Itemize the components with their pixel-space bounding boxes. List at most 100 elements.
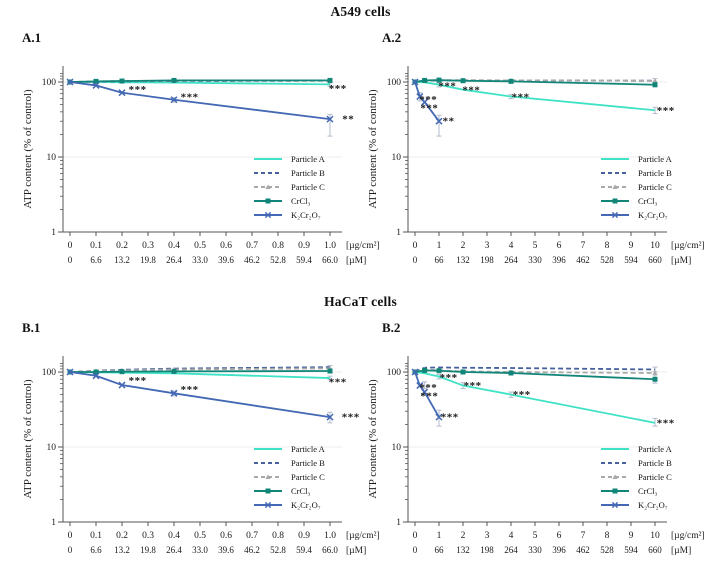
svg-text:[µg/cm²]: [µg/cm²]	[346, 241, 380, 251]
svg-text:6.6: 6.6	[90, 255, 102, 265]
legend-item: Particle A	[600, 152, 672, 166]
svg-text:[µg/cm²]: [µg/cm²]	[346, 531, 380, 541]
svg-text:198: 198	[480, 545, 494, 555]
svg-text:26.4: 26.4	[166, 545, 182, 555]
legend-a2: Particle A Particle B Particle C CrCl₃ K₂Cr₂…	[600, 152, 672, 222]
svg-text:**: **	[443, 116, 455, 128]
legend-item: Particle B	[600, 166, 672, 180]
svg-text:33.0: 33.0	[192, 255, 208, 265]
svg-text:46.2: 46.2	[244, 255, 260, 265]
svg-text:100: 100	[42, 78, 57, 88]
svg-text:1: 1	[437, 241, 442, 251]
legend-b1: Particle A Particle B Particle C CrCl₃ K₂Cr₂…	[253, 442, 325, 512]
svg-text:***: ***	[420, 103, 438, 115]
legend-item: Particle C	[600, 470, 672, 484]
chart-b1-plot: 1 10 100 0 0 0.1 6.6 0.2 13.2 0.3 19.8 0.4 26.4 0.5 33…	[22, 356, 380, 556]
svg-text:1.0: 1.0	[324, 531, 336, 541]
svg-text:7: 7	[581, 531, 586, 541]
svg-text:8: 8	[605, 531, 610, 541]
chart-panel-b2: B.2 1 10 100 0 0 1 66 2 132 3 198 4 264 5 330 6 396 7 462 8…	[360, 290, 720, 579]
legend-item: K₂Cr₂O₇	[600, 498, 672, 512]
legend-line-sample	[254, 501, 282, 509]
legend-item: K₂Cr₂O₇	[253, 208, 325, 222]
svg-text:0.1: 0.1	[90, 241, 102, 251]
svg-text:660: 660	[648, 255, 662, 265]
svg-text:0.9: 0.9	[298, 241, 310, 251]
svg-text:6.6: 6.6	[90, 545, 102, 555]
panel-label-a1: A.1	[22, 30, 42, 45]
svg-text:528: 528	[600, 255, 614, 265]
legend-line-sample	[601, 184, 629, 189]
svg-text:0: 0	[68, 241, 73, 251]
svg-text:0.1: 0.1	[90, 531, 102, 541]
legend-line-sample	[254, 474, 282, 479]
svg-text:396: 396	[552, 255, 566, 265]
panel-label-b2: B.2	[382, 320, 401, 335]
legend-line-sample	[254, 211, 282, 219]
legend-label: Particle A	[638, 444, 672, 454]
svg-text:0.6: 0.6	[220, 531, 232, 541]
legend-label: Particle C	[638, 472, 672, 482]
svg-text:1: 1	[51, 518, 56, 528]
svg-text:2: 2	[461, 241, 466, 251]
svg-text:66: 66	[435, 545, 445, 555]
svg-text:330: 330	[528, 255, 542, 265]
legend-label: Particle A	[638, 154, 672, 164]
svg-text:0.6: 0.6	[220, 241, 232, 251]
legend-line-sample	[601, 158, 629, 160]
svg-text:***: ***	[419, 94, 437, 106]
svg-text:[µM]: [µM]	[346, 256, 366, 266]
svg-text:0.5: 0.5	[194, 241, 206, 251]
svg-text:462: 462	[576, 545, 590, 555]
figure-title-a549: A549 cells	[330, 4, 391, 19]
legend-label: Particle C	[638, 182, 672, 192]
svg-text:0.4: 0.4	[168, 531, 180, 541]
svg-text:***: ***	[129, 375, 147, 387]
svg-text:10: 10	[650, 241, 660, 251]
svg-text:0.3: 0.3	[142, 241, 154, 251]
svg-text:264: 264	[504, 255, 518, 265]
chart-a1-plot: 1 10 100 0 0 0.1 6.6 0.2 13.2 0.3 19.8 0.4 26.4 0.5 33…	[22, 66, 380, 266]
svg-text:9: 9	[629, 241, 634, 251]
svg-text:9: 9	[629, 531, 634, 541]
svg-text:[µM]: [µM]	[671, 546, 691, 556]
legend-item: Particle C	[253, 180, 325, 194]
legend-item: Particle A	[253, 152, 325, 166]
legend-label: Particle B	[291, 458, 325, 468]
svg-text:1: 1	[51, 228, 56, 238]
svg-text:1: 1	[437, 531, 442, 541]
legend-label: CrCl₃	[638, 486, 658, 496]
svg-text:0.3: 0.3	[142, 531, 154, 541]
svg-text:100: 100	[42, 368, 57, 378]
svg-text:***: ***	[420, 390, 438, 402]
figure-title-hacat: HaCaT cells	[324, 294, 397, 309]
legend-label: Particle B	[638, 458, 672, 468]
legend-line-sample	[601, 211, 629, 219]
svg-text:59.4: 59.4	[296, 545, 312, 555]
legend-line-sample	[601, 474, 629, 479]
svg-text:0.7: 0.7	[246, 241, 258, 251]
svg-text:***: ***	[464, 380, 482, 392]
svg-text:0.8: 0.8	[272, 531, 284, 541]
svg-text:3: 3	[485, 531, 490, 541]
svg-text:528: 528	[600, 545, 614, 555]
legend-label: Particle C	[291, 182, 325, 192]
legend-line-sample	[254, 448, 282, 450]
svg-text:***: ***	[342, 412, 360, 424]
legend-item: CrCl₃	[253, 484, 325, 498]
svg-text:ATP content (% of control): ATP content (% of control)	[367, 379, 379, 499]
svg-text:264: 264	[504, 545, 518, 555]
legend-line-sample	[254, 462, 282, 464]
svg-text:5: 5	[533, 241, 538, 251]
svg-text:***: ***	[438, 81, 456, 93]
legend-label: CrCl₃	[638, 196, 658, 206]
svg-text:4: 4	[509, 241, 514, 251]
legend-line-sample	[601, 462, 629, 464]
svg-text:66.0: 66.0	[322, 255, 338, 265]
svg-text:3: 3	[485, 241, 490, 251]
svg-text:***: ***	[441, 412, 459, 424]
legend-label: CrCl₃	[291, 486, 311, 496]
svg-text:132: 132	[456, 255, 470, 265]
legend-a1: Particle A Particle B Particle C CrCl₃ K₂Cr₂…	[253, 152, 325, 222]
